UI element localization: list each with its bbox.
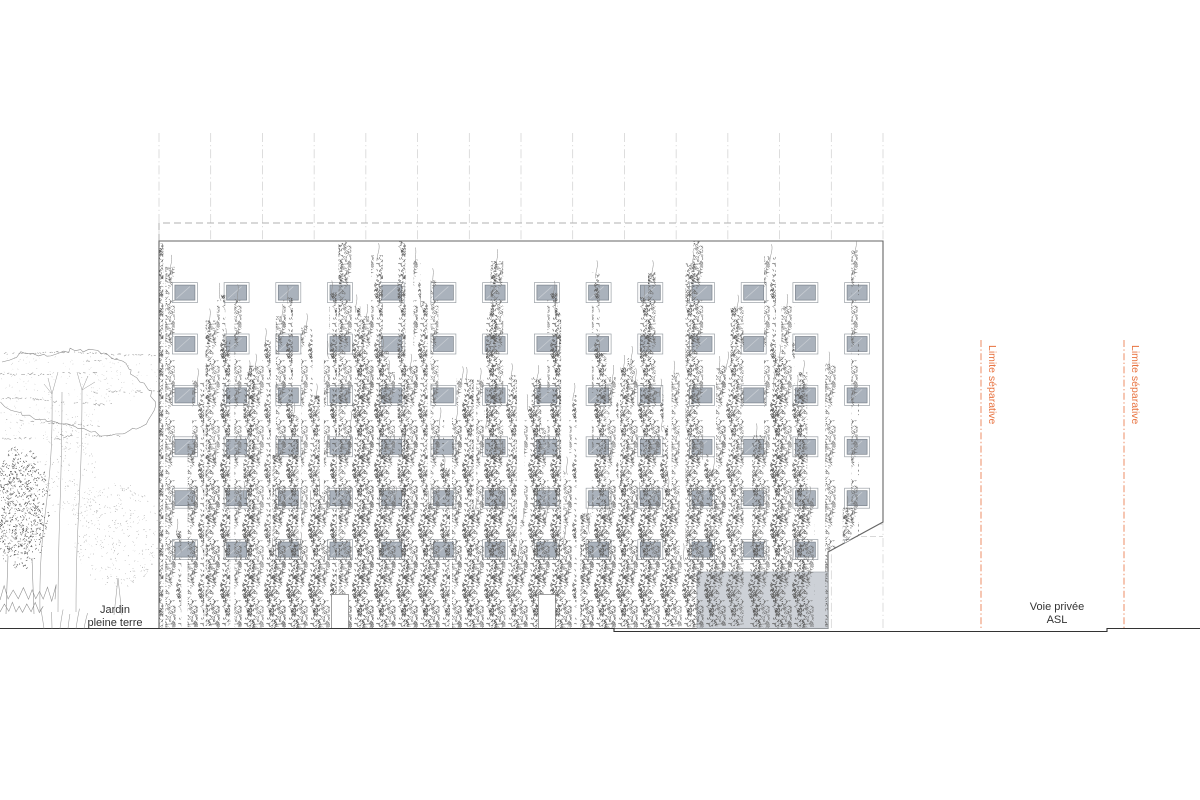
svg-text:Limite séparative: Limite séparative — [986, 345, 998, 425]
svg-text:pleine terre: pleine terre — [87, 617, 142, 629]
svg-text:Limite séparative: Limite séparative — [1129, 345, 1141, 425]
svg-text:ASL: ASL — [1047, 614, 1068, 626]
svg-text:Voie privée: Voie privée — [1030, 601, 1084, 613]
